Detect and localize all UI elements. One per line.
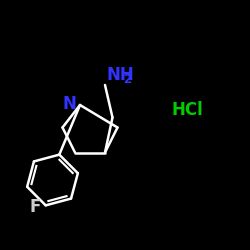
Text: 2: 2: [123, 73, 132, 86]
Text: NH: NH: [106, 66, 134, 84]
Text: HCl: HCl: [172, 101, 203, 119]
Text: F: F: [30, 198, 41, 216]
Text: N: N: [62, 95, 76, 113]
